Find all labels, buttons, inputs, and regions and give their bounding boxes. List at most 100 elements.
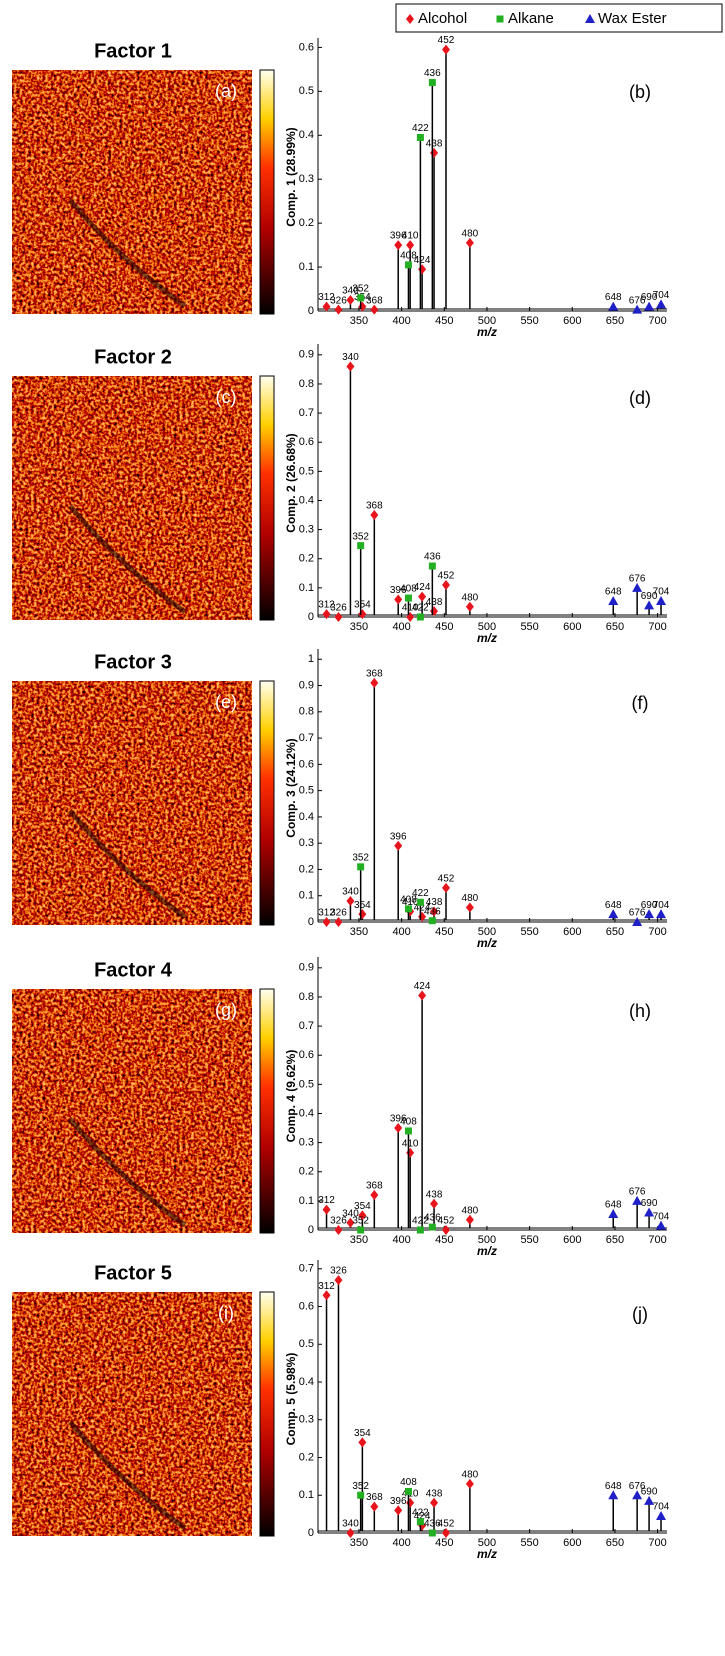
x-axis-label: m/z xyxy=(477,936,497,950)
heatmap-crack xyxy=(68,809,187,920)
peak-label: 452 xyxy=(438,1216,455,1227)
y-tick-label: 0.8 xyxy=(299,991,314,1003)
marker xyxy=(656,1511,667,1521)
marker xyxy=(358,1437,367,1448)
peak-label: 648 xyxy=(605,587,622,598)
peak-label: 438 xyxy=(426,1488,443,1499)
marker xyxy=(394,1123,403,1134)
peak-label: 410 xyxy=(402,603,419,614)
marker xyxy=(428,917,436,925)
marker xyxy=(334,917,343,927)
marker xyxy=(406,240,415,251)
x-tick-label: 650 xyxy=(606,1234,624,1246)
peak-label: 368 xyxy=(366,669,383,680)
x-tick-label: 350 xyxy=(350,315,368,327)
y-tick-label: 0.5 xyxy=(299,1338,314,1350)
colorbar xyxy=(259,1291,275,1537)
y-tick-label: 0.2 xyxy=(299,553,314,565)
y-tick-label: 0.7 xyxy=(299,732,314,744)
y-tick-label: 0.2 xyxy=(299,1451,314,1463)
marker xyxy=(430,1198,439,1209)
image-label: (a) xyxy=(215,81,237,101)
peak-label: 422 xyxy=(412,1216,429,1227)
x-tick-label: 450 xyxy=(435,1234,453,1246)
peak-label: 452 xyxy=(438,1519,455,1530)
marker xyxy=(441,882,450,893)
y-axis-label: Comp. 5 (5.98%) xyxy=(284,1353,298,1446)
y-tick-label: 0.3 xyxy=(299,1414,314,1426)
marker xyxy=(632,304,643,314)
x-tick-label: 450 xyxy=(435,621,453,633)
x-tick-label: 400 xyxy=(392,926,410,938)
x-tick-label: 550 xyxy=(520,315,538,327)
marker xyxy=(418,591,427,602)
peak-label: 396 xyxy=(390,585,407,596)
y-tick-label: 0.2 xyxy=(299,217,314,229)
y-tick-label: 0.6 xyxy=(299,436,314,448)
marker xyxy=(416,898,424,906)
peak-label: 436 xyxy=(424,68,441,79)
marker xyxy=(608,301,619,311)
y-tick-label: 0.8 xyxy=(299,706,314,718)
marker xyxy=(370,1190,379,1201)
peak-label: 340 xyxy=(342,1208,359,1219)
peak-label: 704 xyxy=(653,1211,670,1222)
x-tick-label: 650 xyxy=(606,315,624,327)
heatmap-crack xyxy=(68,504,187,615)
peak-label: 352 xyxy=(352,852,369,863)
marker xyxy=(656,909,667,919)
y-tick-label: 0.9 xyxy=(299,349,314,361)
marker xyxy=(465,237,474,248)
marker xyxy=(608,909,619,919)
marker xyxy=(656,595,667,605)
colorbar xyxy=(259,988,275,1234)
peak-label: 368 xyxy=(366,1181,383,1192)
peak-label: 438 xyxy=(426,1189,443,1200)
marker xyxy=(357,1226,365,1234)
x-axis-label: m/z xyxy=(477,325,497,339)
marker xyxy=(322,301,331,312)
peak-label: 354 xyxy=(354,600,371,611)
x-tick-label: 550 xyxy=(520,621,538,633)
peak-label: 438 xyxy=(426,597,443,608)
peak-label: 352 xyxy=(352,283,369,294)
peak-label: 436 xyxy=(424,552,441,563)
y-tick-label: 0.4 xyxy=(299,1107,314,1119)
marker xyxy=(322,917,331,927)
x-tick-label: 500 xyxy=(478,1234,496,1246)
x-tick-label: 700 xyxy=(648,1537,666,1549)
y-tick-label: 0.5 xyxy=(299,85,314,97)
marker xyxy=(346,1217,355,1228)
peak-label: 354 xyxy=(354,1428,371,1439)
colorbar xyxy=(259,375,275,621)
y-axis-label: Comp. 4 (9.62%) xyxy=(284,1050,298,1143)
y-axis-label: Comp. 2 (26.68%) xyxy=(284,433,298,532)
y-tick-label: 0.5 xyxy=(299,785,314,797)
marker xyxy=(496,15,504,23)
x-tick-label: 400 xyxy=(392,315,410,327)
marker xyxy=(585,14,595,23)
y-tick-label: 0.3 xyxy=(299,524,314,536)
marker xyxy=(416,1518,424,1526)
y-tick-label: 0.1 xyxy=(299,1489,314,1501)
marker xyxy=(322,1290,331,1301)
x-tick-label: 350 xyxy=(350,1537,368,1549)
peak-label: 690 xyxy=(641,1198,658,1209)
marker xyxy=(334,1275,343,1286)
peak-label: 396 xyxy=(390,1496,407,1507)
marker xyxy=(632,582,643,592)
x-tick-label: 350 xyxy=(350,621,368,633)
y-tick-label: 0.4 xyxy=(299,494,314,506)
peak-label: 676 xyxy=(629,1481,646,1492)
x-tick-label: 450 xyxy=(435,926,453,938)
x-tick-label: 700 xyxy=(648,926,666,938)
x-tick-label: 450 xyxy=(435,1537,453,1549)
x-tick-label: 650 xyxy=(606,1537,624,1549)
y-tick-label: 0.3 xyxy=(299,173,314,185)
marker xyxy=(465,601,474,612)
peak-label: 676 xyxy=(629,574,646,585)
